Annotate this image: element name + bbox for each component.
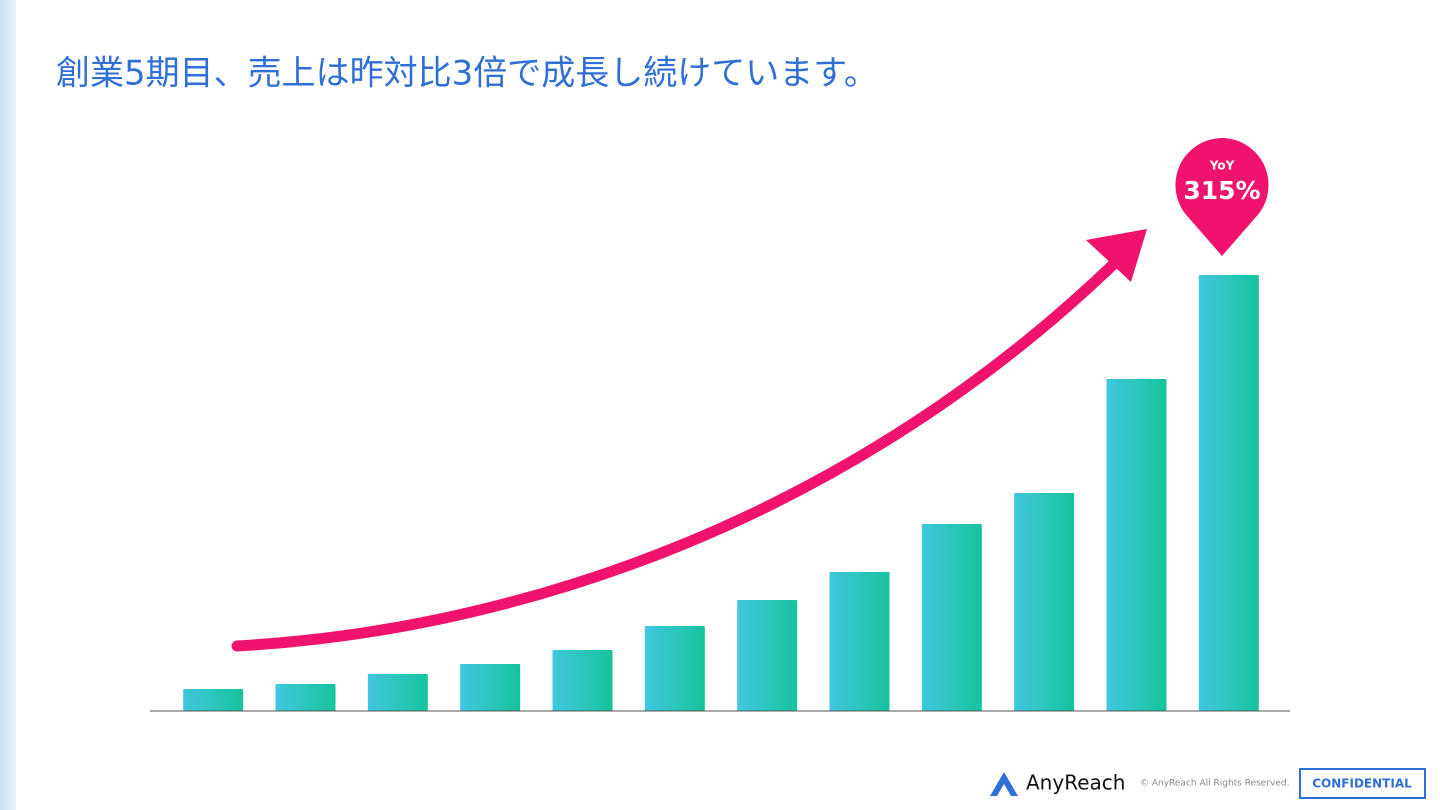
- confidential: CONFIDENTIAL: [1312, 777, 1412, 791]
- bar: [921, 524, 982, 711]
- logo-icon: [990, 772, 1018, 796]
- badge-frame: [1299, 768, 1426, 799]
- bar: [275, 684, 336, 711]
- bar: [460, 664, 521, 711]
- badge-pin: [1175, 138, 1269, 256]
- bar: [644, 626, 705, 711]
- arrow-head: [1086, 229, 1147, 282]
- bar: [829, 572, 890, 711]
- bar: [552, 650, 613, 711]
- bar: [183, 689, 244, 711]
- copyright: © AnyReach All Rights Reserved.: [1140, 779, 1289, 789]
- bar: [1106, 379, 1167, 711]
- brand: AnyReach: [1026, 771, 1125, 795]
- side-strip: [0, 0, 16, 810]
- badge-label: YoY: [1209, 159, 1235, 173]
- slide-title: 創業5期目、売上は昨対比3倍で成長し続けています。: [56, 54, 878, 94]
- bar: [367, 674, 428, 711]
- yoy-badge: YoY 315%: [1175, 138, 1269, 256]
- bar: [1014, 493, 1075, 711]
- plot: [150, 275, 1290, 712]
- bar: [737, 600, 798, 711]
- growth-arrow: [231, 252, 1126, 652]
- footer: AnyReach © AnyReach All Rights Reserved.…: [990, 768, 1426, 799]
- badge-value: 315%: [1183, 176, 1260, 205]
- bar: [1198, 275, 1259, 711]
